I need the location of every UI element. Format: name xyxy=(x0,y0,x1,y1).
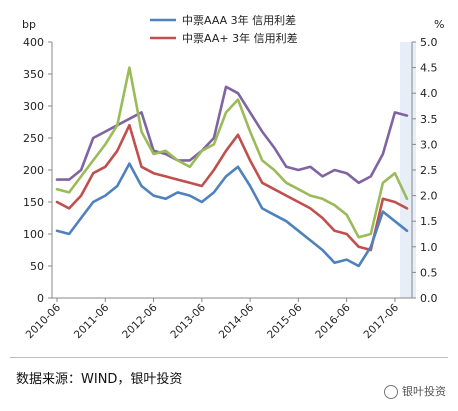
legend-label: 中票AAA 3年 信用利差 xyxy=(182,13,296,27)
y-right-tick-label: 3.5 xyxy=(420,113,438,126)
y-right-tick-label: 0.0 xyxy=(420,292,438,305)
x-tick-label: 2015-06 xyxy=(265,301,305,341)
y-left-tick-label: 0 xyxy=(37,292,44,305)
x-tick-label: 2011-06 xyxy=(72,301,112,341)
series-line-3 xyxy=(55,85,409,185)
series-line-1 xyxy=(55,123,409,252)
wechat-icon xyxy=(384,385,398,399)
y-left-tick-label: 300 xyxy=(23,100,44,113)
x-tick-label: 2013-06 xyxy=(168,301,208,341)
y-left-tick-label: 350 xyxy=(23,68,44,81)
x-tick-label: 2010-06 xyxy=(24,301,64,341)
series-group xyxy=(55,66,409,268)
y-right-tick-label: 0.5 xyxy=(420,266,438,279)
y-right-tick-label: 4.5 xyxy=(420,62,438,75)
y-axis-right-label: % xyxy=(434,18,444,31)
y-left-tick-label: 200 xyxy=(23,164,44,177)
x-tick-label: 2014-06 xyxy=(217,301,257,341)
y-left-tick-label: 50 xyxy=(30,260,44,273)
y-left-tick-label: 100 xyxy=(23,228,44,241)
y-right-tick-label: 4.0 xyxy=(420,87,438,100)
watermark: 银叶投资 xyxy=(384,383,446,399)
y-right-tick-label: 5.0 xyxy=(420,36,438,49)
y-right-tick-label: 3.0 xyxy=(420,138,438,151)
y-axis-left-label: bp xyxy=(22,18,36,31)
y-left-tick-label: 150 xyxy=(23,196,44,209)
watermark-text: 银叶投资 xyxy=(402,385,446,398)
x-tick-label: 2016-06 xyxy=(313,301,353,341)
y-right-tick-label: 1.5 xyxy=(420,215,438,228)
series-line-0 xyxy=(55,162,409,268)
y-right-tick-label: 1.0 xyxy=(420,241,438,254)
y-left-tick-label: 400 xyxy=(23,36,44,49)
x-tick-label: 2012-06 xyxy=(120,301,160,341)
footer-divider xyxy=(10,357,448,358)
x-tick-label: 2017-06 xyxy=(362,301,402,341)
legend-label: 中票AA+ 3年 信用利差 xyxy=(182,31,298,45)
y-right-tick-label: 2.0 xyxy=(420,190,438,203)
credit-spread-chart: 0 50 100 150 200 250 300 350 400 0.0 0.5 1.0 1.5 2.0 2… xyxy=(22,13,444,341)
y-right-tick-label: 2.5 xyxy=(420,164,438,177)
y-left-tick-label: 250 xyxy=(23,132,44,145)
series-line-2 xyxy=(55,66,409,239)
source-note: 数据来源：WIND，银叶投资 xyxy=(16,372,183,387)
